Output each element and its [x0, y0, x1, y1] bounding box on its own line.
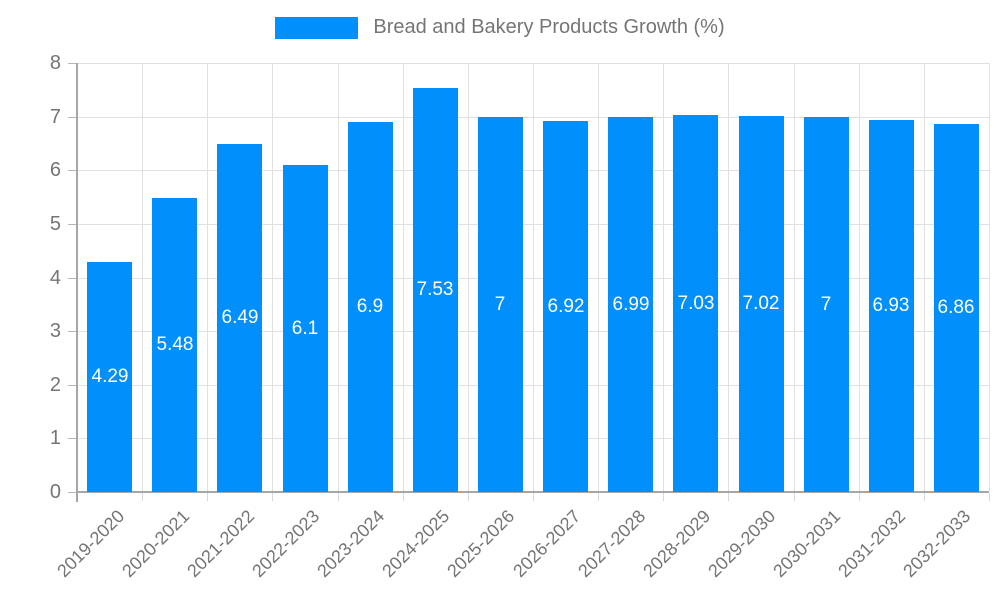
y-axis-tick — [68, 438, 77, 439]
x-axis-label: 2020-2021 — [118, 506, 194, 582]
y-axis-tick — [68, 278, 77, 279]
x-axis-label: 2029-2030 — [704, 506, 780, 582]
x-axis-label: 2031-2032 — [834, 506, 910, 582]
gridline — [663, 63, 664, 492]
x-axis-label: 2021-2022 — [183, 506, 259, 582]
bar[interactable] — [804, 117, 849, 492]
gridline — [403, 63, 404, 492]
y-axis-label: 2 — [49, 374, 61, 396]
bar-value-label: 5.48 — [156, 334, 194, 355]
legend-marker-icon — [275, 16, 359, 39]
y-axis-line — [76, 63, 78, 502]
x-axis-tick — [142, 493, 143, 501]
bar-value-label: 6.92 — [547, 296, 585, 317]
bar-value-label: 7.02 — [742, 293, 780, 314]
bar-value-label: 7.03 — [677, 293, 715, 314]
x-axis-tick — [989, 493, 990, 501]
x-axis-tick — [533, 493, 534, 501]
x-axis-tick — [663, 493, 664, 501]
x-axis-tick — [794, 493, 795, 501]
x-axis-label: 2028-2029 — [639, 506, 715, 582]
bar[interactable] — [543, 121, 588, 492]
gridline — [728, 63, 729, 492]
gridline — [794, 63, 795, 492]
bar-value-label: 6.86 — [937, 297, 975, 318]
gridline — [989, 63, 990, 492]
y-axis-tick — [68, 63, 77, 64]
y-axis-tick — [68, 385, 77, 386]
y-axis-label: 1 — [49, 427, 61, 449]
gridline — [338, 63, 339, 492]
x-axis-label: 2024-2025 — [378, 506, 454, 582]
gridline — [924, 63, 925, 492]
bar-value-label: 6.1 — [291, 318, 319, 339]
x-axis-tick — [924, 493, 925, 501]
gridline — [468, 63, 469, 492]
x-axis-label: 2023-2024 — [313, 506, 389, 582]
bar[interactable] — [87, 262, 132, 492]
legend-label: Bread and Bakery Products Growth (%) — [373, 16, 725, 38]
legend-item[interactable]: Bread and Bakery Products Growth (%) — [275, 16, 725, 39]
y-axis-tick — [68, 117, 77, 118]
x-axis-label: 2019-2020 — [53, 506, 129, 582]
bar[interactable] — [608, 117, 653, 492]
y-axis-label: 3 — [49, 320, 61, 342]
y-axis-tick — [68, 170, 77, 171]
bar[interactable] — [152, 198, 197, 492]
bar-value-label: 7.53 — [416, 279, 454, 300]
bar[interactable] — [869, 120, 914, 492]
bar-value-label: 4.29 — [91, 366, 129, 387]
bar-value-label: 7 — [820, 294, 832, 315]
x-axis-tick — [859, 493, 860, 501]
bar[interactable] — [413, 88, 458, 492]
bar[interactable] — [217, 144, 262, 492]
gridline — [272, 63, 273, 492]
bar[interactable] — [739, 116, 784, 492]
x-axis-tick — [468, 493, 469, 501]
x-axis-tick — [338, 493, 339, 501]
gridline — [142, 63, 143, 492]
x-axis-tick — [207, 493, 208, 501]
legend: Bread and Bakery Products Growth (%) — [0, 16, 1000, 39]
bar[interactable] — [283, 165, 328, 492]
bar-value-label: 6.49 — [221, 307, 259, 328]
x-axis-label: 2030-2031 — [769, 506, 845, 582]
x-axis-label: 2022-2023 — [248, 506, 324, 582]
bar-value-label: 7 — [494, 294, 506, 315]
y-axis-tick — [68, 331, 77, 332]
x-axis-tick — [403, 493, 404, 501]
x-axis-label: 2026-2027 — [509, 506, 585, 582]
y-axis-label: 7 — [49, 106, 61, 128]
bar-value-label: 6.93 — [872, 295, 910, 316]
gridline — [859, 63, 860, 492]
bar[interactable] — [348, 122, 393, 492]
gridline — [598, 63, 599, 492]
x-axis-line — [77, 491, 989, 493]
y-axis-label: 8 — [49, 52, 61, 74]
y-axis-label: 4 — [49, 267, 61, 289]
bar[interactable] — [478, 117, 523, 492]
y-axis-label: 5 — [49, 213, 61, 235]
x-axis-tick — [728, 493, 729, 501]
y-axis-label: 0 — [49, 481, 61, 503]
y-axis-tick — [68, 224, 77, 225]
x-axis-label: 2032-2033 — [899, 506, 975, 582]
bar[interactable] — [673, 115, 718, 492]
y-axis-label: 6 — [49, 159, 61, 181]
bar-value-label: 6.99 — [612, 294, 650, 315]
x-axis-label: 2025-2026 — [443, 506, 519, 582]
gridline — [207, 63, 208, 492]
y-axis-tick — [68, 492, 77, 493]
bar[interactable] — [934, 124, 979, 492]
x-axis-tick — [272, 493, 273, 501]
gridline — [533, 63, 534, 492]
bar-value-label: 6.9 — [356, 296, 384, 317]
x-axis-label: 2027-2028 — [574, 506, 650, 582]
x-axis-tick — [598, 493, 599, 501]
